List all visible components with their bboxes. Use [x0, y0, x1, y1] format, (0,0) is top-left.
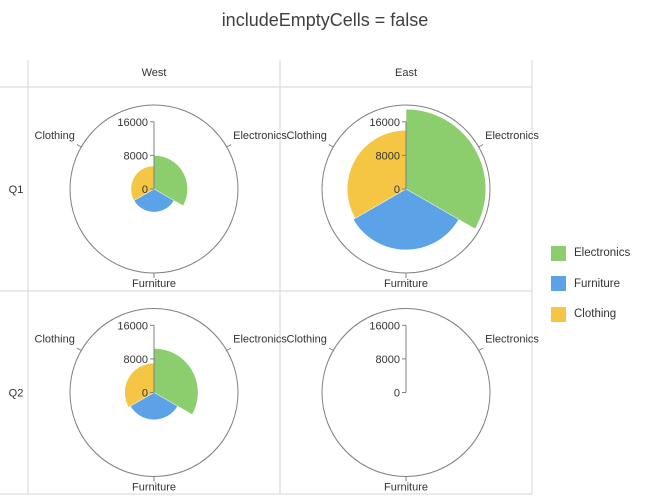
panel-east-q1-sector-clothing — [346, 129, 407, 219]
row-header-q2: Q2 — [9, 388, 24, 400]
panel-east-q2-radial-label-16000: 16000 — [369, 320, 400, 332]
legend-label-furniture: Furniture — [574, 277, 621, 290]
panel-west-q1-category-label-furniture: Furniture — [132, 278, 176, 290]
panel-east-q2-tick-electronics — [478, 347, 484, 351]
panel-west-q2-category-label-clothing: Clothing — [35, 334, 75, 346]
panel-west-q2-category-label-furniture: Furniture — [132, 482, 176, 494]
panel-east-q1-radial-label-16000: 16000 — [369, 117, 400, 129]
panel-west-q1-radial-label-0: 0 — [142, 184, 148, 196]
panel-west-q2-tick-electronics — [226, 347, 232, 351]
panel-east-q1: Electronics Furniture Clothing 0 8000 16000 — [287, 104, 539, 290]
legend-label-electronics: Electronics — [574, 247, 631, 260]
panel-east-q2-radial-label-8000: 8000 — [376, 354, 400, 366]
panel-west-q1-tick-clothing — [76, 144, 82, 148]
legend-swatch-furniture — [551, 276, 566, 292]
panel-west-q2-category-label-electronics: Electronics — [233, 334, 287, 346]
panel-east-q1-category-label-clothing: Clothing — [287, 130, 327, 142]
panel-west-q1-radial-label-16000: 16000 — [117, 117, 148, 129]
panel-west-q2-sector-clothing — [124, 362, 155, 408]
legend-item-furniture[interactable]: Furniture — [551, 269, 630, 300]
panel-east-q1-category-label-furniture: Furniture — [384, 278, 428, 290]
panel-east-q2-radial-label-0: 0 — [394, 388, 400, 400]
panel-west-q2: Electronics Furniture Clothing 0 8000 16000 — [35, 308, 287, 494]
panel-east-q2-category-label-clothing: Clothing — [287, 334, 327, 346]
panel-west-q2-radial-label-16000: 16000 — [117, 320, 148, 332]
panel-east-q2: Electronics Furniture Clothing 0 8000 16000 — [287, 308, 539, 494]
panel-east-q2-category-label-furniture: Furniture — [384, 482, 428, 494]
panel-west-q2-sector-electronics — [153, 348, 199, 415]
panel-east-q1-radial-label-0: 0 — [394, 184, 400, 196]
panel-west-q1-tick-electronics — [226, 144, 232, 148]
panel-east-q2-category-label-electronics: Electronics — [485, 334, 539, 346]
legend-swatch-electronics — [551, 245, 566, 261]
panel-west-q1-sector-furniture — [133, 188, 175, 213]
legend-item-electronics[interactable]: Electronics — [551, 238, 630, 269]
panel-west-q2-radial-label-0: 0 — [142, 388, 148, 400]
panel-east-q1-tick-electronics — [478, 144, 484, 148]
panel-west-q2-tick-clothing — [76, 347, 82, 351]
panel-west-q1-category-label-clothing: Clothing — [35, 130, 75, 142]
panel-west-q2-radial-label-8000: 8000 — [124, 354, 148, 366]
panel-east-q1-tick-clothing — [328, 144, 334, 148]
legend-label-clothing: Clothing — [574, 308, 617, 321]
panel-east-q2-tick-clothing — [328, 347, 334, 351]
panel-east-q1-sector-electronics — [405, 108, 487, 230]
panel-west-q1-sector-clothing — [130, 165, 155, 201]
column-header-west: West — [142, 67, 167, 79]
panel-west-q1: Electronics Furniture Clothing 0 8000 16000 — [35, 104, 287, 290]
panel-west-q1-category-label-electronics: Electronics — [233, 130, 287, 142]
legend: Electronics Furniture Clothing — [551, 238, 630, 330]
panel-east-q1-sector-furniture — [352, 188, 460, 251]
chart-title: includeEmptyCells = false — [221, 10, 429, 30]
panel-west-q2-sector-furniture — [130, 392, 178, 421]
panel-west-q1-sector-electronics — [153, 155, 188, 207]
column-header-east: East — [395, 67, 417, 79]
panel-east-q1-radial-label-8000: 8000 — [376, 150, 400, 162]
row-header-q1: Q1 — [9, 184, 24, 196]
panel-east-q1-category-label-electronics: Electronics — [485, 130, 539, 142]
panel-west-q1-radial-label-8000: 8000 — [124, 150, 148, 162]
legend-item-clothing[interactable]: Clothing — [551, 299, 630, 330]
legend-swatch-clothing — [551, 306, 566, 322]
